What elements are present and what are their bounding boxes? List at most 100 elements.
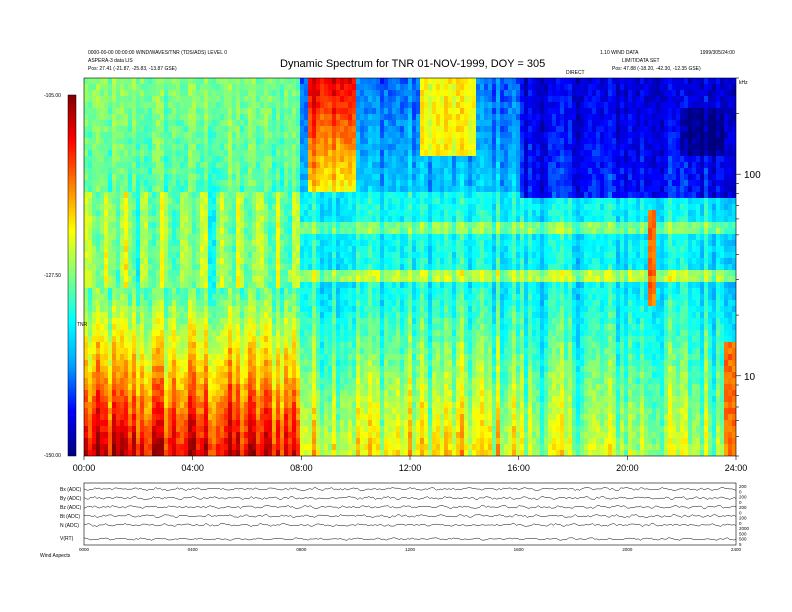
spectrogram-cell: [180, 174, 185, 181]
spectrogram-cell: [372, 132, 377, 139]
spectrogram-cell: [172, 282, 177, 289]
spectrogram-cell: [336, 324, 341, 331]
spectrogram-cell: [176, 306, 181, 313]
spectrogram-cell: [280, 348, 285, 355]
spectrogram-cell: [336, 192, 341, 199]
spectrogram-cell: [168, 312, 173, 319]
spectrogram-cell: [300, 240, 305, 247]
spectrogram-cell: [376, 186, 381, 193]
spectrogram-cell: [236, 84, 241, 91]
spectrogram-cell: [120, 366, 125, 373]
spectrogram-cell: [312, 372, 317, 379]
spectrogram-cell: [256, 426, 261, 433]
spectrogram-cell: [216, 228, 221, 235]
spectrogram-cell: [292, 342, 297, 349]
spectrogram-cell: [380, 438, 385, 445]
spectrogram-cell: [236, 192, 241, 199]
spectrogram-cell: [332, 234, 337, 241]
spectrogram-cell: [260, 150, 265, 157]
spectrogram-cell: [260, 396, 265, 403]
spectrogram-cell: [228, 204, 233, 211]
spectrogram-cell: [372, 108, 377, 115]
spectrogram-cell: [120, 96, 125, 103]
spectrogram-cell: [300, 108, 305, 115]
spectrogram-cell: [352, 306, 357, 313]
spectrogram-cell: [148, 234, 153, 241]
spectrogram-cell: [176, 210, 181, 217]
spectrogram-cell: [196, 162, 201, 169]
spectrogram-cell: [152, 396, 157, 403]
spectrogram-cell: [364, 324, 369, 331]
spectrogram-cell: [332, 216, 337, 223]
spectrogram-cell: [340, 450, 345, 456]
spectrogram-cell: [380, 282, 385, 289]
spectrogram-cell: [176, 84, 181, 91]
spectrogram-cell: [364, 228, 369, 235]
spectrogram-cell: [372, 354, 377, 361]
spectrogram-cell: [144, 144, 149, 151]
spectrogram-cell: [180, 198, 185, 205]
spectrogram-cell: [380, 342, 385, 349]
spectrogram-cell: [140, 270, 145, 277]
spectrogram-cell: [328, 246, 333, 253]
spectrogram-cell: [92, 168, 97, 175]
spectrogram-cell: [212, 120, 217, 127]
spectrogram-cell: [140, 240, 145, 247]
spectrogram-cell: [188, 384, 193, 391]
spectrogram-cell: [184, 78, 189, 85]
spectrogram-cell: [236, 408, 241, 415]
spectrogram-cell: [252, 114, 257, 121]
spectrogram-cell: [160, 282, 165, 289]
spectrogram-cell: [364, 156, 369, 163]
spectrogram-cell: [96, 186, 101, 193]
spectrogram-cell: [252, 312, 257, 319]
spectrogram-cell: [240, 120, 245, 127]
spectrogram-cell: [380, 156, 385, 163]
spectrogram-cell: [124, 318, 129, 325]
spectrogram-cell: [188, 108, 193, 115]
spectrogram-cell: [316, 162, 321, 169]
spectrogram-cell: [272, 102, 277, 109]
spectrogram-cell: [344, 300, 349, 307]
spectrogram-cell: [368, 366, 373, 373]
spectrogram-cell: [332, 156, 337, 163]
spectrogram-cell: [204, 114, 209, 121]
spectrogram-cell: [200, 96, 205, 103]
spectrogram-cell: [156, 246, 161, 253]
spectrogram-cell: [220, 240, 225, 247]
spectrogram-cell: [396, 372, 401, 379]
spectrogram-cell: [124, 414, 129, 421]
spectrogram-cell: [200, 162, 205, 169]
spectrogram-cell: [328, 396, 333, 403]
spectrogram-cell: [176, 450, 181, 456]
spectrogram-cell: [252, 294, 257, 301]
spectrogram-cell: [328, 192, 333, 199]
spectrogram-cell: [340, 144, 345, 151]
spectrogram-cell: [256, 150, 261, 157]
spectrogram-cell: [152, 354, 157, 361]
spectrogram-cell: [176, 300, 181, 307]
spectrogram-cell: [240, 234, 245, 241]
spectrogram-cell: [144, 90, 149, 97]
spectrogram-cell: [328, 282, 333, 289]
spectrogram-cell: [312, 162, 317, 169]
spectrogram-cell: [132, 198, 137, 205]
spectrogram-cell: [352, 276, 357, 283]
spectrogram-cell: [136, 198, 141, 205]
spectrogram-cell: [192, 78, 197, 85]
spectrogram-cell: [300, 246, 305, 253]
spectrogram-cell: [108, 240, 113, 247]
spectrogram-cell: [356, 282, 361, 289]
spectrogram-cell: [220, 360, 225, 367]
spectrogram-cell: [312, 240, 317, 247]
spectrogram-cell: [132, 270, 137, 277]
spectrogram-cell: [284, 354, 289, 361]
spectrogram-cell: [372, 360, 377, 367]
spectrogram-cell: [208, 342, 213, 349]
spectrogram-cell: [264, 252, 269, 259]
spectrogram-cell: [104, 108, 109, 115]
spectrogram-cell: [256, 204, 261, 211]
spectrogram-cell: [208, 210, 213, 217]
spectrogram-cell: [340, 294, 345, 301]
spectrogram-cell: [152, 426, 157, 433]
